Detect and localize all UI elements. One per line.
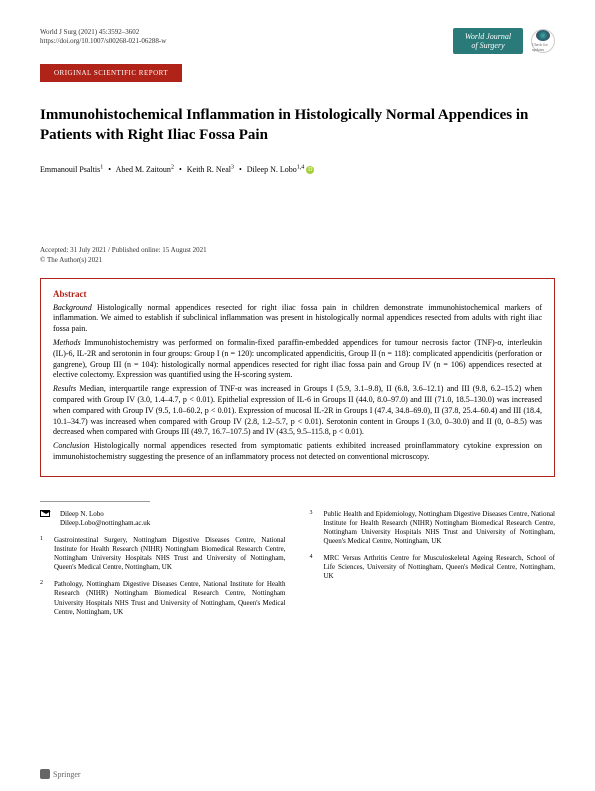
- abstract-conclusion: Conclusion Histologically normal appendi…: [53, 441, 542, 463]
- section-badge: ORIGINAL SCIENTIFIC REPORT: [40, 64, 182, 82]
- citation-journal: World J Surg (2021) 45:3592–3602: [40, 28, 166, 37]
- affiliation-2: 2 Pathology, Nottingham Digestive Diseas…: [40, 580, 286, 616]
- header-row: World J Surg (2021) 45:3592–3602 https:/…: [40, 28, 555, 54]
- check-updates-label: Check for updates: [532, 42, 554, 52]
- copyright-line: © The Author(s) 2021: [40, 256, 555, 264]
- affiliation-number: 4: [310, 554, 318, 581]
- publisher-name: Springer: [53, 770, 81, 779]
- citation-doi[interactable]: https://doi.org/10.1007/s00268-021-06288…: [40, 37, 166, 46]
- affiliations-left-column: Dileep N. Lobo Dileep.Lobo@nottingham.ac…: [40, 501, 286, 625]
- article-title: Immunohistochemical Inflammation in Hist…: [40, 106, 555, 145]
- correspondence-text: Dileep N. Lobo Dileep.Lobo@nottingham.ac…: [60, 510, 286, 528]
- journal-badge: World Journal of Surgery: [453, 28, 523, 54]
- abstract-results: Results Median, interquartile range expr…: [53, 384, 542, 438]
- envelope-icon: [40, 510, 50, 517]
- abstract-methods: Methods Immunohistochemistry was perform…: [53, 338, 542, 381]
- abstract-text: Background Histologically normal appendi…: [53, 303, 542, 463]
- author-2: Abed M. Zaitoun2: [116, 165, 174, 174]
- affiliation-rule: [40, 501, 150, 502]
- abstract-box: Abstract Background Histologically norma…: [40, 278, 555, 477]
- orcid-icon[interactable]: D: [306, 166, 314, 174]
- affiliation-number: 1: [40, 536, 48, 572]
- header-badges: World Journal of Surgery Check for updat…: [453, 28, 555, 54]
- author-1: Emmanouil Psaltis1: [40, 165, 103, 174]
- affiliations-right-column: 3 Public Health and Epidemiology, Nottin…: [310, 501, 556, 625]
- abstract-background: Background Histologically normal appendi…: [53, 303, 542, 335]
- affiliation-text: Pathology, Nottingham Digestive Diseases…: [54, 580, 286, 616]
- affiliations-block: Dileep N. Lobo Dileep.Lobo@nottingham.ac…: [40, 501, 555, 625]
- author-4: Dileep N. Lobo1,4: [247, 165, 305, 174]
- publisher-logo: Springer: [40, 769, 81, 779]
- affiliation-number: 2: [40, 580, 48, 616]
- affiliation-3: 3 Public Health and Epidemiology, Nottin…: [310, 510, 556, 546]
- affiliation-text: Gastrointestinal Surgery, Nottingham Dig…: [54, 536, 286, 572]
- author-separator: •: [239, 165, 242, 174]
- crossmark-icon: [536, 30, 550, 41]
- affiliation-text: MRC Versus Arthritis Centre for Musculos…: [324, 554, 556, 581]
- affiliation-4: 4 MRC Versus Arthritis Centre for Muscul…: [310, 554, 556, 581]
- affiliation-number: 3: [310, 510, 318, 546]
- correspondence-item: Dileep N. Lobo Dileep.Lobo@nottingham.ac…: [40, 510, 286, 528]
- author-3: Keith R. Neal3: [187, 165, 234, 174]
- authors-list: Emmanouil Psaltis1 • Abed M. Zaitoun2 • …: [40, 163, 555, 176]
- citation-block: World J Surg (2021) 45:3592–3602 https:/…: [40, 28, 166, 46]
- check-updates-icon[interactable]: Check for updates: [531, 29, 555, 53]
- affiliation-1: 1 Gastrointestinal Surgery, Nottingham D…: [40, 536, 286, 572]
- springer-horse-icon: [40, 769, 50, 779]
- author-separator: •: [179, 165, 182, 174]
- abstract-heading: Abstract: [53, 289, 542, 299]
- publication-dates: Accepted: 31 July 2021 / Published onlin…: [40, 246, 555, 254]
- affiliation-text: Public Health and Epidemiology, Nottingh…: [324, 510, 556, 546]
- author-separator: •: [108, 165, 111, 174]
